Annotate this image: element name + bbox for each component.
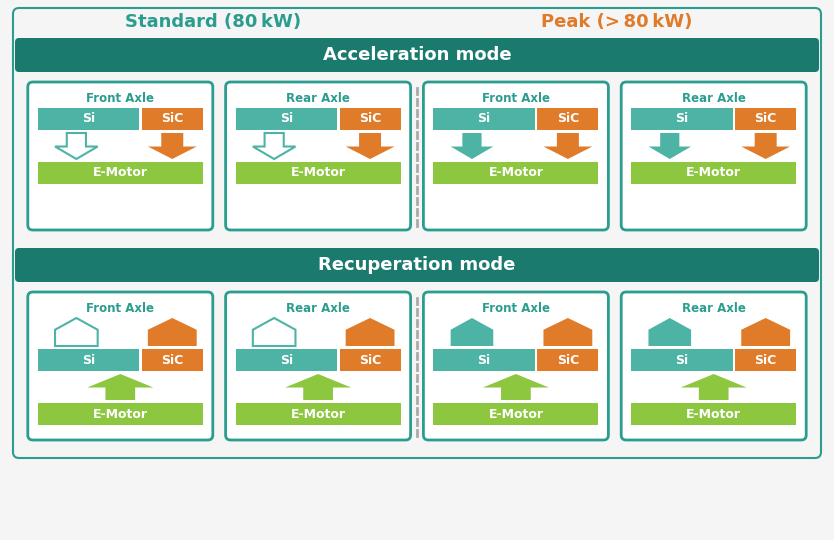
Text: Recuperation mode: Recuperation mode [319,256,515,274]
Bar [537,108,599,130]
Bar [434,349,535,371]
Polygon shape [483,374,549,400]
Text: SiC: SiC [557,354,579,367]
Bar [434,108,535,130]
Text: SiC: SiC [161,354,183,367]
Bar [434,162,599,184]
Bar [735,349,796,371]
Bar [38,403,203,425]
Text: E-Motor: E-Motor [93,408,148,421]
Polygon shape [253,318,295,346]
Bar [631,349,733,371]
Bar [339,349,400,371]
Bar [631,162,796,184]
Bar [339,108,400,130]
Text: Peak (> 80 kW): Peak (> 80 kW) [541,13,693,31]
Polygon shape [544,133,592,159]
FancyBboxPatch shape [621,82,806,230]
Polygon shape [55,318,98,346]
Bar [735,108,796,130]
Polygon shape [450,318,493,346]
Polygon shape [345,133,394,159]
Polygon shape [741,318,790,346]
Bar [142,349,203,371]
Bar [631,403,796,425]
Bar [38,349,139,371]
Text: E-Motor: E-Motor [489,408,544,421]
Text: Standard (80 kW): Standard (80 kW) [124,13,301,31]
Text: Acceleration mode: Acceleration mode [323,46,511,64]
FancyBboxPatch shape [621,292,806,440]
Bar [38,162,203,184]
Text: E-Motor: E-Motor [290,408,345,421]
Text: E-Motor: E-Motor [93,166,148,179]
FancyBboxPatch shape [226,82,410,230]
Polygon shape [148,133,197,159]
FancyBboxPatch shape [424,82,608,230]
Text: Front Axle: Front Axle [86,301,154,314]
Text: SiC: SiC [161,112,183,125]
Text: Rear Axle: Rear Axle [286,301,350,314]
Bar [235,162,400,184]
Polygon shape [741,133,790,159]
FancyBboxPatch shape [15,38,819,72]
Text: SiC: SiC [557,112,579,125]
Text: E-Motor: E-Motor [686,408,741,421]
Bar [235,349,337,371]
Polygon shape [55,133,98,159]
Bar [142,108,203,130]
Bar [235,403,400,425]
Polygon shape [285,374,351,400]
Text: E-Motor: E-Motor [686,166,741,179]
Text: Rear Axle: Rear Axle [681,301,746,314]
Text: SiC: SiC [755,354,776,367]
FancyBboxPatch shape [424,292,608,440]
Polygon shape [148,318,197,346]
Text: Front Axle: Front Axle [482,91,550,105]
Text: Front Axle: Front Axle [86,91,154,105]
Bar [434,403,599,425]
Text: Si: Si [279,354,293,367]
FancyBboxPatch shape [15,248,819,282]
Text: Si: Si [82,112,95,125]
Text: SiC: SiC [359,354,381,367]
Polygon shape [88,374,153,400]
Bar [537,349,599,371]
Text: Rear Axle: Rear Axle [681,91,746,105]
FancyBboxPatch shape [226,292,410,440]
Text: Si: Si [478,354,490,367]
FancyBboxPatch shape [28,292,213,440]
Polygon shape [681,374,746,400]
Text: E-Motor: E-Motor [489,166,544,179]
Text: Rear Axle: Rear Axle [286,91,350,105]
Polygon shape [649,133,691,159]
Polygon shape [253,133,295,159]
Bar [631,108,733,130]
Text: Si: Si [676,112,689,125]
Polygon shape [450,133,493,159]
Text: Si: Si [478,112,490,125]
Text: SiC: SiC [359,112,381,125]
Bar [235,108,337,130]
Bar [38,108,139,130]
Text: SiC: SiC [755,112,776,125]
Polygon shape [544,318,592,346]
Text: Si: Si [82,354,95,367]
Polygon shape [345,318,394,346]
FancyBboxPatch shape [28,82,213,230]
Text: E-Motor: E-Motor [290,166,345,179]
Text: Si: Si [279,112,293,125]
Text: Front Axle: Front Axle [482,301,550,314]
Polygon shape [649,318,691,346]
Text: Si: Si [676,354,689,367]
